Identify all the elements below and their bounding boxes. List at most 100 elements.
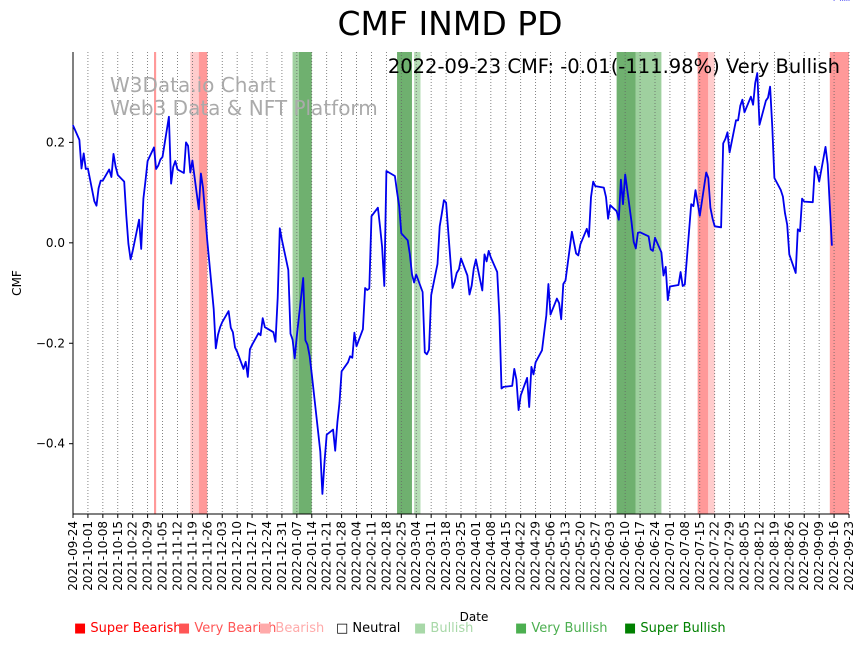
data-point xyxy=(575,252,577,254)
data-point xyxy=(72,124,74,126)
data-point xyxy=(183,172,185,174)
data-point xyxy=(185,141,187,143)
data-point xyxy=(520,394,522,397)
data-point xyxy=(635,247,637,249)
data-point xyxy=(368,287,370,290)
data-point xyxy=(543,332,545,334)
data-point xyxy=(662,274,665,277)
data-point xyxy=(262,317,264,319)
data-point xyxy=(530,366,532,368)
data-point xyxy=(650,248,652,250)
data-point xyxy=(443,199,445,201)
data-point xyxy=(765,100,767,102)
watermark-line: W3Data.io Chart xyxy=(110,73,276,97)
legend-item: ■ Bullish xyxy=(414,621,474,636)
data-point xyxy=(788,253,790,255)
x-tick-label: 2021-11-19 xyxy=(185,521,199,591)
x-tick-label: 2022-08-12 xyxy=(752,521,766,591)
data-point xyxy=(213,308,215,310)
x-tick-label: 2021-10-01 xyxy=(81,521,95,591)
data-point xyxy=(234,346,236,348)
data-point xyxy=(773,177,775,179)
data-point xyxy=(669,285,671,288)
data-point xyxy=(818,180,820,183)
data-point xyxy=(720,226,722,228)
data-point xyxy=(296,335,298,337)
data-point xyxy=(409,253,411,255)
data-point xyxy=(737,119,739,121)
data-point xyxy=(475,258,477,260)
data-point xyxy=(541,349,543,351)
data-point xyxy=(349,355,351,357)
data-point xyxy=(468,293,471,296)
data-point xyxy=(147,160,149,162)
data-point xyxy=(424,351,426,353)
data-point xyxy=(129,258,132,260)
data-point xyxy=(607,218,609,220)
data-point xyxy=(690,203,692,205)
band-5 xyxy=(298,52,312,514)
x-tick-label: 2022-02-11 xyxy=(364,521,378,591)
data-point xyxy=(756,72,758,74)
x-tick-label: 2022-08-05 xyxy=(738,521,752,591)
data-point xyxy=(97,187,100,189)
data-point xyxy=(697,202,699,204)
data-point xyxy=(803,201,805,203)
data-point xyxy=(323,460,326,462)
data-point xyxy=(679,271,682,273)
data-point xyxy=(481,289,483,292)
data-point xyxy=(558,302,560,304)
watermark-line: Web3 Data & NFT Platform xyxy=(110,96,378,120)
data-point xyxy=(85,168,87,170)
data-point xyxy=(454,281,456,283)
data-point xyxy=(707,177,709,179)
x-tick-label: 2022-09-23 xyxy=(842,521,856,591)
data-point xyxy=(630,221,633,223)
x-tick-label: 2022-07-29 xyxy=(723,521,737,591)
data-point xyxy=(466,274,468,277)
data-point xyxy=(249,348,251,350)
x-tick-label: 2021-10-08 xyxy=(96,521,110,591)
data-point xyxy=(528,406,530,408)
data-point xyxy=(362,328,364,330)
data-point xyxy=(592,180,594,183)
data-point xyxy=(667,299,669,301)
data-point xyxy=(140,248,142,250)
data-point xyxy=(383,285,385,287)
x-tick-label: 2022-02-18 xyxy=(379,521,393,591)
x-tick-label: 2022-02-25 xyxy=(394,521,408,591)
data-point xyxy=(272,331,274,333)
data-point xyxy=(439,225,441,227)
x-tick-label: 2022-05-27 xyxy=(588,521,602,591)
data-point xyxy=(366,289,368,291)
data-point xyxy=(341,370,343,372)
x-tick-label: 2022-08-26 xyxy=(782,521,796,591)
data-point xyxy=(351,357,353,359)
data-point xyxy=(364,287,366,289)
data-point xyxy=(784,212,786,214)
data-point xyxy=(799,230,801,232)
data-point xyxy=(586,228,588,230)
data-point xyxy=(618,219,620,221)
chart-title: CMF INMD PD xyxy=(337,4,563,43)
data-point xyxy=(812,201,814,203)
data-point xyxy=(377,207,379,209)
data-point xyxy=(801,198,803,200)
x-tick-label: 2021-12-03 xyxy=(215,521,229,591)
data-point xyxy=(579,243,581,245)
data-point xyxy=(795,272,797,274)
data-point xyxy=(684,283,686,286)
data-point xyxy=(251,344,253,346)
data-point xyxy=(347,361,349,363)
y-axis-label: CMF xyxy=(10,270,24,296)
band-10 xyxy=(697,52,709,514)
data-point xyxy=(411,273,413,276)
x-tick-label: 2022-07-01 xyxy=(663,521,677,591)
data-point xyxy=(735,119,737,121)
x-tick-label: 2022-04-01 xyxy=(469,521,483,591)
data-point xyxy=(726,131,729,133)
x-tick-label: 2021-12-31 xyxy=(275,521,289,591)
x-tick-label: 2022-03-11 xyxy=(424,521,438,591)
